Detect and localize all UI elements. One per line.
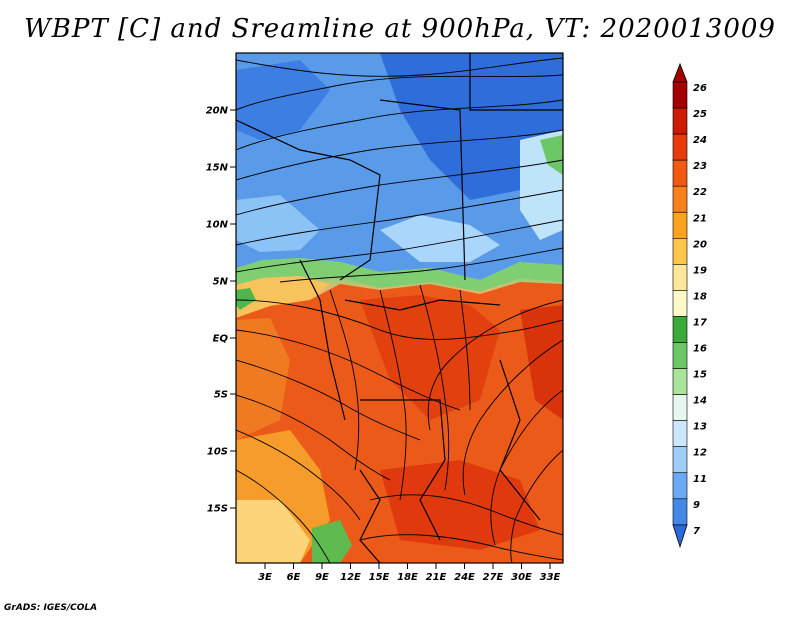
colorbar-segment (672, 498, 688, 526)
colorbar-segment (672, 342, 688, 369)
colorbar-label: 24 (693, 135, 707, 146)
colorbar-segment (672, 290, 688, 317)
lon-label: 3E (258, 572, 272, 583)
lon-label: 30E (511, 572, 532, 583)
map-frame (235, 52, 564, 564)
colorbar: 26 25 24 23 22 21 20 19 18 17 16 15 14 13 12 11 9 7 (672, 62, 707, 549)
lon-label: 24E (454, 572, 475, 583)
lon-label: 21E (426, 572, 447, 583)
colorbar-label: 25 (693, 109, 707, 120)
lon-label: 27E (483, 572, 504, 583)
lon-label: 9E (315, 572, 329, 583)
lat-label: 15N (206, 163, 229, 174)
lat-label: 5S (214, 390, 228, 401)
colorbar-segment (672, 159, 688, 187)
colorbar-segment (672, 420, 688, 447)
colorbar-segment (672, 394, 688, 421)
colorbar-segment (672, 211, 688, 239)
lat-label: 10N (206, 220, 229, 231)
chart-title: WBPT [C] and Sreamline at 900hPa, VT: 20… (24, 14, 776, 44)
colorbar-label: 16 (693, 344, 707, 355)
lon-label: 15E (369, 572, 390, 583)
lat-label: EQ (213, 334, 229, 345)
colorbar-label: 12 (693, 448, 707, 459)
colorbar-label: 19 (693, 265, 707, 276)
colorbar-label: 13 (693, 422, 707, 433)
lon-label: 6E (287, 572, 301, 583)
longitude-axis: 3E 6E 9E 12E 15E 18E 21E 24E 27E 30E 33E (258, 563, 561, 583)
country-borders (236, 53, 563, 563)
colorbar-segment (672, 316, 688, 343)
colorbar-segment (672, 238, 688, 265)
colorbar-segment (672, 472, 688, 500)
colorbar-segment (672, 368, 688, 395)
colorbar-label: 7 (693, 526, 700, 537)
lat-label: 15S (207, 504, 228, 515)
colorbar-segment (672, 185, 688, 213)
colorbar-label: 20 (693, 239, 707, 250)
lon-label: 12E (340, 572, 361, 583)
colorbar-top-arrow (672, 62, 688, 83)
colorbar-label: 22 (693, 187, 707, 198)
colorbar-label: 26 (693, 83, 707, 94)
colorbar-label: 9 (693, 500, 700, 511)
colorbar-bottom-arrow (672, 524, 688, 549)
colorbar-segment (672, 81, 688, 109)
credit-label: GrADS: IGES/COLA (4, 603, 98, 613)
colorbar-label: 14 (693, 396, 707, 407)
lon-label: 33E (540, 572, 561, 583)
colorbar-segment (672, 446, 688, 474)
colorbar-segment (672, 264, 688, 291)
colorbar-label: 11 (693, 474, 707, 485)
colorbar-label: 23 (693, 161, 707, 172)
colorbar-label: 18 (693, 291, 707, 302)
lat-label: 10S (207, 447, 228, 458)
lat-label: 5N (213, 277, 229, 288)
streamlines (236, 57, 563, 563)
lat-label: 20N (206, 106, 229, 117)
colorbar-segment (672, 107, 688, 135)
lon-label: 18E (397, 572, 418, 583)
colorbar-label: 21 (693, 213, 707, 224)
latitude-axis: 20N 15N 10N 5N EQ 5S 10S 15S (206, 106, 236, 515)
colorbar-label: 15 (693, 370, 707, 381)
colorbar-label: 17 (693, 317, 707, 328)
colorbar-segment (672, 133, 688, 161)
